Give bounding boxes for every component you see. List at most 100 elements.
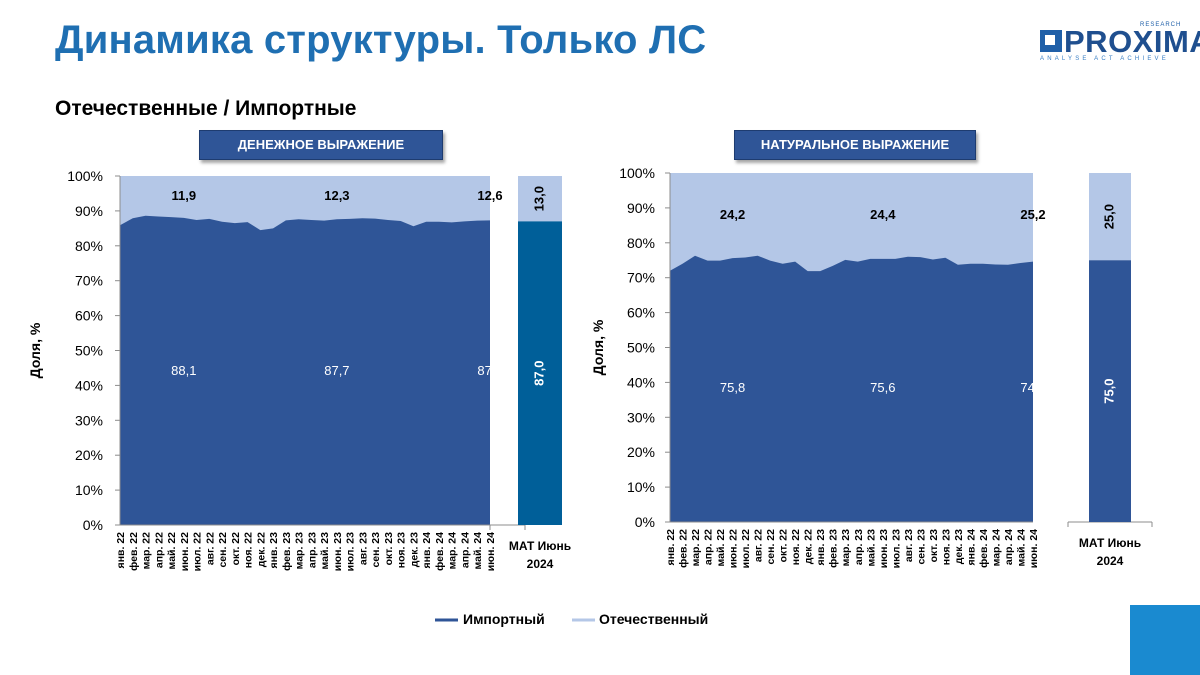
domestic-data-label: 12,6: [477, 188, 502, 203]
domestic-data-label: 24,4: [870, 207, 896, 222]
x-tick-label: окт. 22: [778, 529, 790, 563]
x-tick-label: фев. 22: [128, 532, 140, 571]
x-tick-label: апр. 23: [306, 532, 318, 568]
logo-research: RESEARCH: [1140, 22, 1182, 28]
imported-data-label: 88,1: [171, 363, 196, 378]
x-tick-label: май. 23: [865, 529, 877, 567]
x-tick-label: май. 24: [1015, 529, 1027, 567]
x-tick-label: дек. 22: [803, 529, 815, 564]
x-tick-label: июн. 24: [1028, 529, 1040, 568]
x-tick-label: июл. 22: [740, 529, 752, 569]
corner-decoration: [1130, 605, 1200, 675]
y-tick-label: 70%: [627, 270, 655, 286]
x-tick-label: янв. 22: [115, 532, 127, 569]
mat-imported-bar-units: [1089, 260, 1131, 522]
y-tick-label: 50%: [75, 343, 103, 359]
y-tick-label: 100%: [67, 168, 103, 184]
x-tick-label: сен. 23: [915, 529, 927, 565]
y-tick-label: 20%: [627, 444, 655, 460]
imported-data-label: 87,7: [324, 363, 349, 378]
x-tick-label: авг. 23: [357, 532, 369, 565]
logo-tagline: ANALYSE ACT ACHIEVE: [1040, 56, 1169, 62]
x-tick-label: дек. 22: [255, 532, 267, 567]
x-tick-label: авг. 22: [753, 529, 765, 562]
mat-domestic-bar-units: [1089, 173, 1131, 261]
y-tick-label: 50%: [627, 340, 655, 356]
x-tick-label: май. 24: [472, 532, 484, 570]
x-tick-label: мар. 22: [690, 529, 702, 567]
imported-area-units: [670, 255, 1033, 522]
x-tick-label: авг. 22: [204, 532, 216, 565]
x-tick-label: июл. 22: [192, 532, 204, 572]
x-tick-label: ноя. 23: [396, 532, 408, 568]
proxima-logo: PROXIMA RESEARCH ANALYSE ACT ACHIEVE: [1040, 22, 1200, 70]
imported-data-label: 75,6: [870, 380, 895, 395]
x-tick-label: дек. 23: [953, 529, 965, 564]
x-tick-label: апр. 24: [459, 532, 471, 568]
legend-domestic-label: Отечественный: [599, 611, 708, 627]
x-tick-label: май. 23: [319, 532, 331, 570]
x-tick-label: сен. 23: [370, 532, 382, 568]
y-tick-label: 10%: [627, 479, 655, 495]
x-tick-label: окт. 22: [230, 532, 242, 566]
x-tick-label: авг. 23: [903, 529, 915, 562]
x-tick-label: апр. 23: [853, 529, 865, 565]
domestic-data-label: 24,2: [720, 207, 745, 222]
x-tick-label: апр. 22: [703, 529, 715, 565]
y-axis-title: Доля, %: [590, 319, 606, 375]
x-tick-label: июн. 24: [485, 532, 497, 571]
mat-domestic-label: 13,0: [531, 186, 546, 211]
page-title: Динамика структуры. Только ЛС: [55, 18, 707, 62]
mat-domestic-bar-money: [518, 176, 562, 222]
x-tick-label: фев. 24: [434, 532, 446, 571]
mat-category-label: МАТ Июнь 2024: [1079, 536, 1141, 568]
y-tick-label: 60%: [75, 308, 103, 324]
x-tick-label: фев. 23: [281, 532, 293, 571]
x-tick-label: фев. 24: [978, 529, 990, 568]
x-tick-label: мар. 24: [990, 529, 1002, 567]
y-tick-label: 30%: [627, 409, 655, 425]
x-tick-label: дек. 23: [408, 532, 420, 567]
y-tick-label: 0%: [635, 514, 655, 530]
y-tick-label: 40%: [627, 374, 655, 390]
x-tick-label: фев. 22: [678, 529, 690, 568]
domestic-data-label: 11,9: [171, 188, 196, 203]
x-tick-label: мар. 22: [141, 532, 153, 570]
x-tick-label: фев. 23: [828, 529, 840, 568]
y-tick-label: 90%: [627, 200, 655, 216]
y-tick-label: 70%: [75, 273, 103, 289]
x-tick-label: апр. 24: [1003, 529, 1015, 565]
x-tick-label: янв. 24: [965, 529, 977, 566]
y-tick-label: 30%: [75, 412, 103, 428]
y-tick-label: 60%: [627, 305, 655, 321]
panel-header-money: ДЕНЕЖНОЕ ВЫРАЖЕНИЕ: [199, 130, 443, 160]
x-tick-label: мар. 23: [840, 529, 852, 567]
x-tick-label: апр. 22: [153, 532, 165, 568]
page-subtitle: Отечественные / Импортные: [55, 97, 357, 120]
x-tick-label: янв. 23: [268, 532, 280, 569]
legend-imported-label: Импортный: [463, 611, 545, 627]
panel-header-units: НАТУРАЛЬНОЕ ВЫРАЖЕНИЕ: [734, 130, 976, 160]
x-tick-label: янв. 23: [815, 529, 827, 566]
mat-domestic-label: 25,0: [1101, 204, 1116, 229]
x-tick-label: июн. 23: [332, 532, 344, 571]
y-axis-title: Доля, %: [27, 322, 43, 378]
x-tick-label: июн. 23: [878, 529, 890, 568]
x-tick-label: мар. 23: [294, 532, 306, 570]
logo-square-icon: [1040, 30, 1062, 52]
imported-data-label: 75,8: [720, 380, 745, 395]
x-tick-label: сен. 22: [765, 529, 777, 565]
x-tick-label: июл. 23: [890, 529, 902, 569]
x-tick-label: янв. 22: [665, 529, 677, 566]
x-tick-label: ноя. 22: [790, 529, 802, 565]
y-tick-label: 10%: [75, 482, 103, 498]
y-tick-label: 100%: [619, 165, 655, 181]
x-tick-label: июн. 22: [728, 529, 740, 568]
imported-data-label: 87,4: [477, 363, 502, 378]
y-tick-label: 90%: [75, 203, 103, 219]
x-tick-label: мар. 24: [447, 532, 459, 570]
mat-imported-label: 75,0: [1101, 378, 1116, 403]
y-tick-label: 40%: [75, 377, 103, 393]
x-tick-label: май. 22: [715, 529, 727, 567]
